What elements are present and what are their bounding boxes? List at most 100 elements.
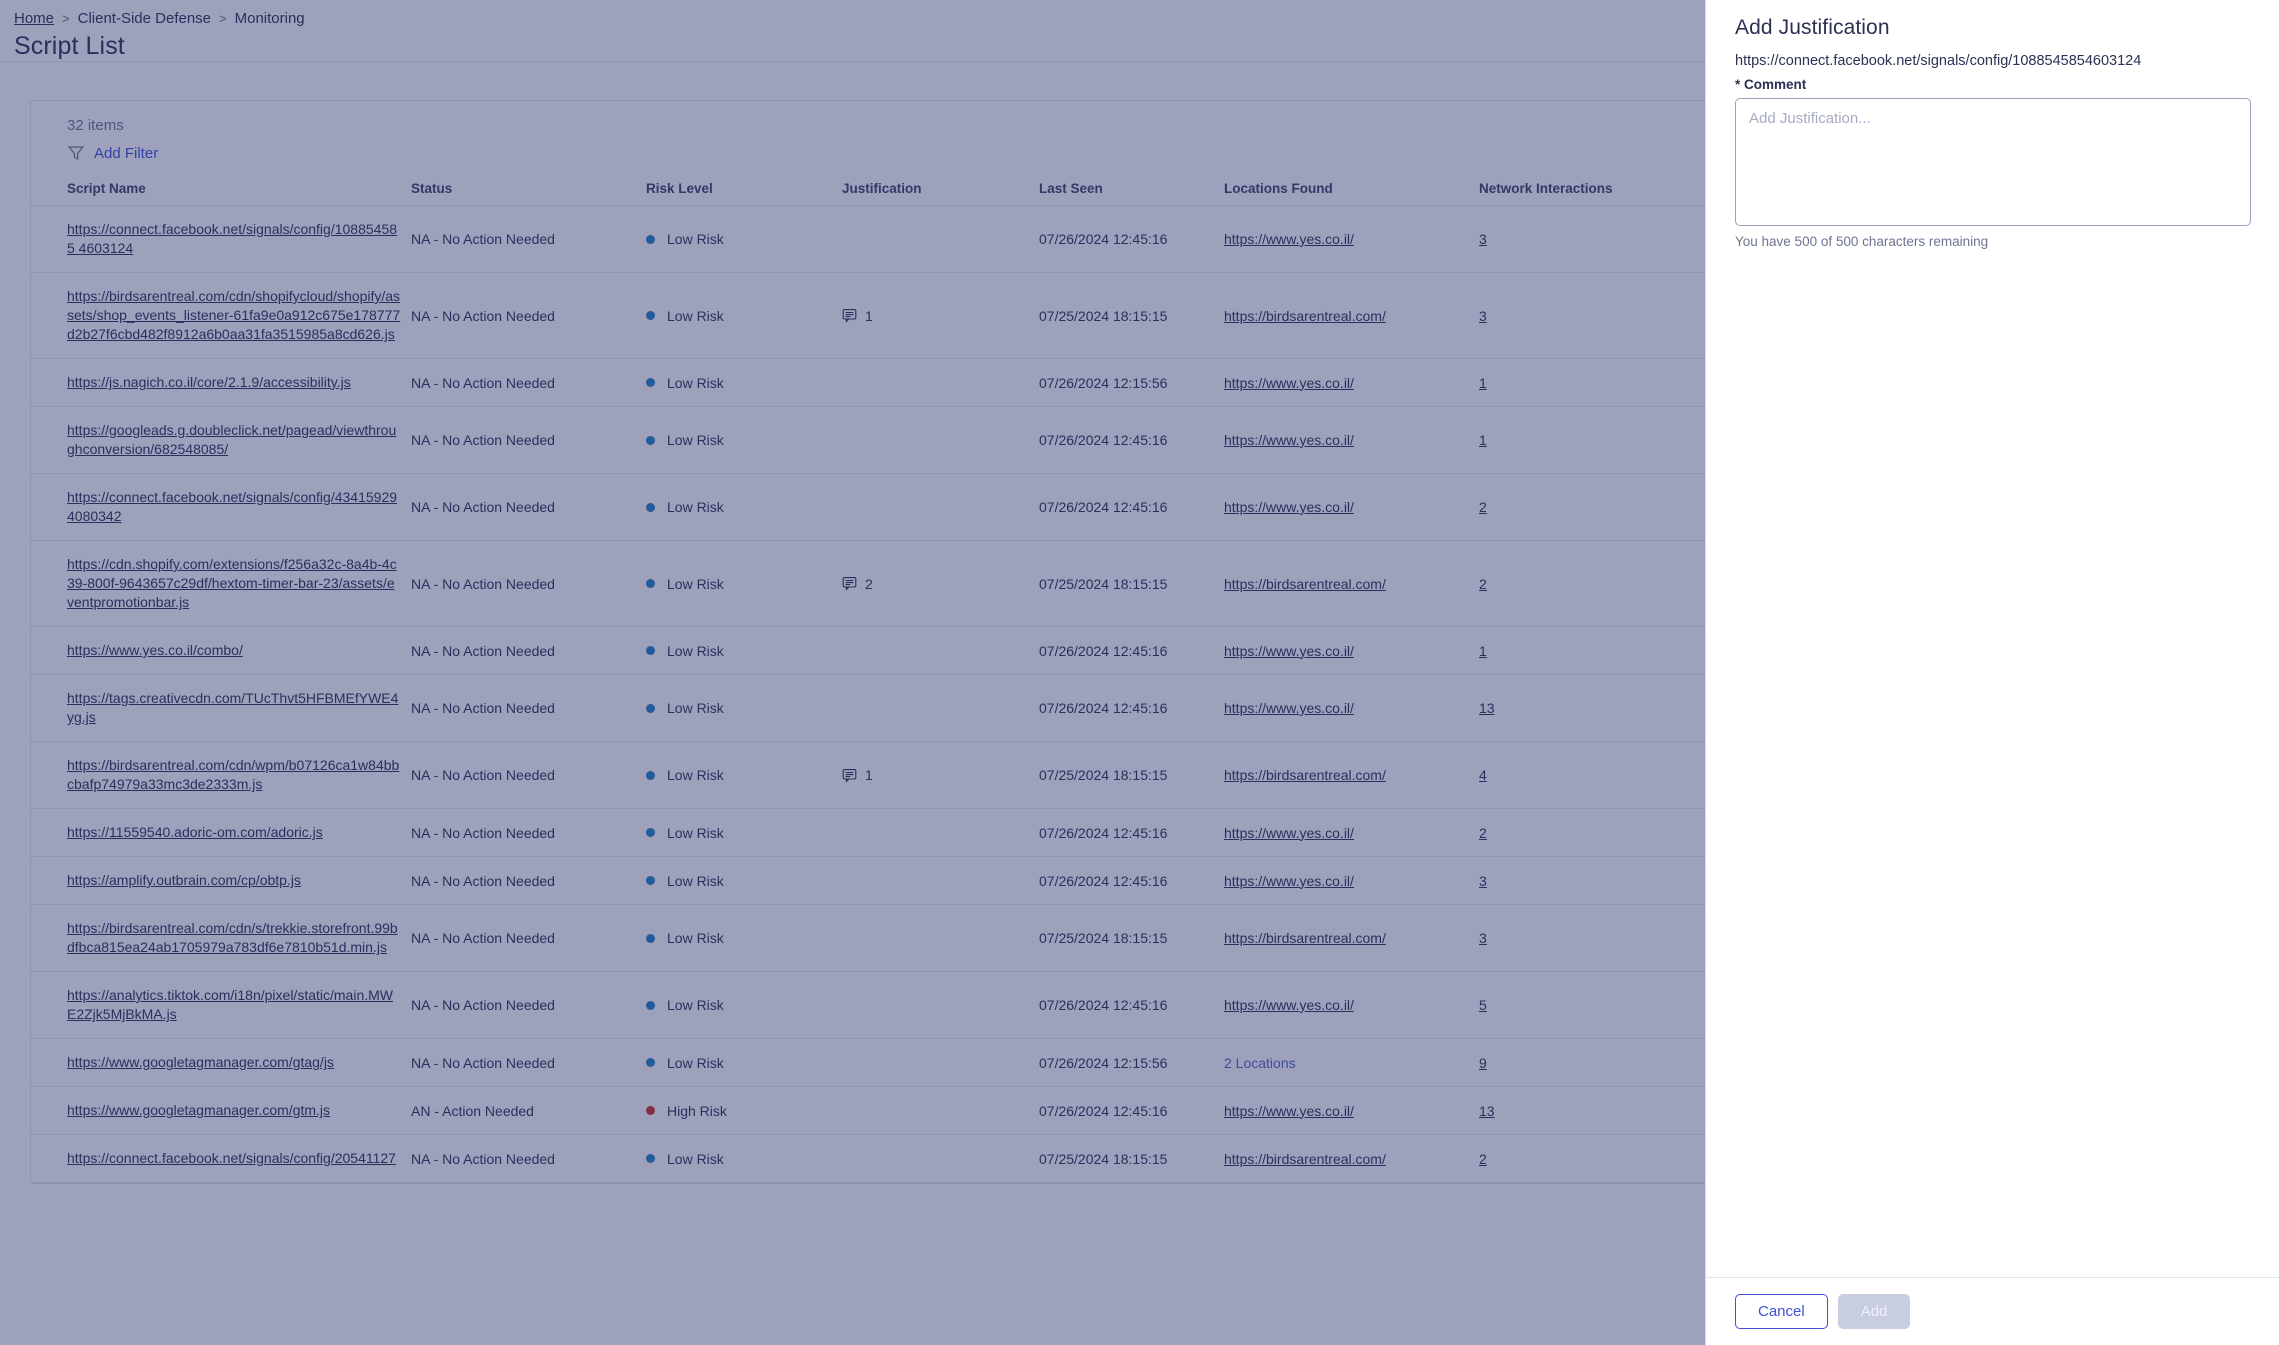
cell-script-name: https://cdn.shopify.com/extensions/f256a… (31, 540, 411, 627)
network-interactions-link[interactable]: 3 (1479, 231, 1487, 247)
column-header-justification[interactable]: Justification (842, 172, 1039, 206)
breadcrumb-item-client-side-defense[interactable]: Client-Side Defense (77, 10, 212, 27)
location-link[interactable]: https://birdsarentreal.com/ (1224, 767, 1386, 783)
script-name-link[interactable]: https://connect.facebook.net/signals/con… (67, 489, 398, 524)
column-header-last-seen[interactable]: Last Seen (1039, 172, 1224, 206)
cell-script-name: https://birdsarentreal.com/cdn/s/trekkie… (31, 904, 411, 972)
script-name-link[interactable]: https://birdsarentreal.com/cdn/wpm/b0712… (67, 757, 400, 792)
locations-count-link[interactable]: 2 Locations (1224, 1054, 1296, 1071)
risk-level-label: Low Risk (667, 1054, 724, 1071)
risk-level-label: High Risk (667, 1102, 727, 1119)
risk-level-label: Low Risk (667, 1150, 724, 1167)
network-interactions-link[interactable]: 1 (1479, 374, 1487, 391)
justification-count: 1 (865, 767, 873, 783)
location-link[interactable]: https://www.yes.co.il/ (1224, 499, 1354, 515)
cell-last-seen: 07/26/2024 12:15:56 (1039, 358, 1224, 407)
add-filter-row[interactable]: Add Filter (67, 144, 2212, 162)
network-interactions-link[interactable]: 3 (1479, 307, 1487, 324)
network-interactions-link[interactable]: 3 (1479, 872, 1487, 889)
location-link[interactable]: https://www.yes.co.il/ (1224, 432, 1354, 448)
network-interactions-link[interactable]: 2 (1479, 499, 1487, 515)
script-name-link[interactable]: https://www.googletagmanager.com/gtm.js (67, 1102, 331, 1118)
cell-script-name: https://11559540.adoric-om.com/adoric.js (31, 808, 411, 857)
network-interactions-link[interactable]: 4 (1479, 767, 1487, 783)
script-name-link[interactable]: https://connect.facebook.net/signals/con… (67, 221, 398, 256)
add-button: Add (1837, 1294, 1911, 1329)
cell-justification (842, 856, 1039, 905)
risk-level-dot-icon (646, 1000, 655, 1010)
script-name-link[interactable]: https://googleads.g.doubleclick.net/page… (67, 422, 397, 457)
location-link[interactable]: https://www.yes.co.il/ (1224, 642, 1354, 659)
column-header-locations-found[interactable]: Locations Found (1224, 172, 1479, 206)
breadcrumb-item-monitoring[interactable]: Monitoring (234, 10, 305, 27)
risk-level-label: Low Risk (667, 499, 724, 515)
network-interactions-link[interactable]: 13 (1479, 1102, 1495, 1119)
cell-status: NA - No Action Needed (411, 272, 646, 359)
script-name-link[interactable]: https://js.nagich.co.il/core/2.1.9/acces… (67, 374, 351, 390)
network-interactions-link[interactable]: 5 (1479, 997, 1487, 1013)
network-interactions-link[interactable]: 2 (1479, 575, 1487, 592)
network-interactions-link[interactable]: 9 (1479, 1054, 1487, 1071)
table-row: https://birdsarentreal.com/cdn/shopifycl… (31, 272, 2251, 359)
cell-script-name: https://googleads.g.doubleclick.net/page… (31, 406, 411, 474)
script-name-link[interactable]: https://cdn.shopify.com/extensions/f256a… (67, 556, 397, 610)
breadcrumb-item-home[interactable]: Home (14, 10, 55, 27)
cancel-button[interactable]: Cancel (1735, 1294, 1828, 1329)
location-link[interactable]: https://www.yes.co.il/ (1224, 374, 1354, 391)
location-link[interactable]: https://birdsarentreal.com/ (1224, 930, 1386, 946)
add-filter-label[interactable]: Add Filter (94, 144, 159, 162)
cell-script-name: https://birdsarentreal.com/cdn/shopifycl… (31, 272, 411, 359)
script-name-link[interactable]: https://tags.creativecdn.com/TUcThvt5HFB… (67, 690, 399, 725)
justification-badge[interactable]: 1 (842, 767, 1029, 783)
risk-level-label: Low Risk (667, 767, 724, 783)
location-link[interactable]: https://birdsarentreal.com/ (1224, 307, 1386, 324)
cell-script-name: https://www.googletagmanager.com/gtag/js (31, 1038, 411, 1087)
script-name-link[interactable]: https://birdsarentreal.com/cdn/shopifycl… (67, 288, 401, 342)
network-interactions-link[interactable]: 1 (1479, 432, 1487, 448)
cell-risk-level: Low Risk (646, 540, 842, 627)
modal-scrim[interactable] (0, 0, 1705, 1345)
script-name-link[interactable]: https://birdsarentreal.com/cdn/s/trekkie… (67, 920, 398, 955)
column-header-script-name[interactable]: Script Name (31, 172, 411, 206)
cell-status: NA - No Action Needed (411, 674, 646, 742)
location-link[interactable]: https://www.yes.co.il/ (1224, 231, 1354, 247)
justification-badge[interactable]: 2 (842, 576, 1029, 592)
script-name-link[interactable]: https://11559540.adoric-om.com/adoric.js (67, 824, 323, 840)
column-header-status[interactable]: Status (411, 172, 646, 206)
location-link[interactable]: https://www.yes.co.il/ (1224, 824, 1354, 841)
location-link[interactable]: https://www.yes.co.il/ (1224, 872, 1354, 889)
risk-level-label: Low Risk (667, 700, 724, 716)
network-interactions-link[interactable]: 2 (1479, 824, 1487, 841)
cell-risk-level: Low Risk (646, 1134, 842, 1183)
script-name-link[interactable]: https://www.yes.co.il/combo/ (67, 642, 243, 658)
cell-risk-level: High Risk (646, 1086, 842, 1135)
script-name-link[interactable]: https://amplify.outbrain.com/cp/obtp.js (67, 872, 301, 888)
script-name-link[interactable]: https://connect.facebook.net/signals/con… (67, 1150, 396, 1166)
cell-risk-level: Low Risk (646, 856, 842, 905)
script-name-link[interactable]: https://analytics.tiktok.com/i18n/pixel/… (67, 987, 393, 1022)
column-header-risk-level[interactable]: Risk Level (646, 172, 842, 206)
network-interactions-link[interactable]: 1 (1479, 642, 1487, 659)
breadcrumb-separator-2: > (219, 11, 227, 26)
network-interactions-link[interactable]: 3 (1479, 930, 1487, 946)
comment-bubble-icon (842, 576, 857, 591)
cell-status: AN - Action Needed (411, 1086, 646, 1135)
justification-badge[interactable]: 1 (842, 308, 1029, 324)
cell-status: NA - No Action Needed (411, 808, 646, 857)
location-link[interactable]: https://www.yes.co.il/ (1224, 1102, 1354, 1119)
location-link[interactable]: https://www.yes.co.il/ (1224, 997, 1354, 1013)
risk-level-label: Low Risk (667, 872, 724, 889)
cell-last-seen: 07/26/2024 12:45:16 (1039, 473, 1224, 541)
risk-level-dot-icon (646, 502, 655, 512)
location-link[interactable]: https://birdsarentreal.com/ (1224, 1150, 1386, 1167)
comment-label-text: Comment (1744, 77, 1807, 92)
location-link[interactable]: https://www.yes.co.il/ (1224, 700, 1354, 716)
comment-textarea[interactable] (1735, 98, 2251, 226)
risk-level-label: Low Risk (667, 824, 724, 841)
location-link[interactable]: https://birdsarentreal.com/ (1224, 575, 1386, 592)
cell-locations-found: https://www.yes.co.il/ (1224, 674, 1479, 742)
network-interactions-link[interactable]: 2 (1479, 1150, 1487, 1167)
script-name-link[interactable]: https://www.googletagmanager.com/gtag/js (67, 1054, 334, 1070)
cell-justification (842, 473, 1039, 541)
network-interactions-link[interactable]: 13 (1479, 700, 1495, 716)
